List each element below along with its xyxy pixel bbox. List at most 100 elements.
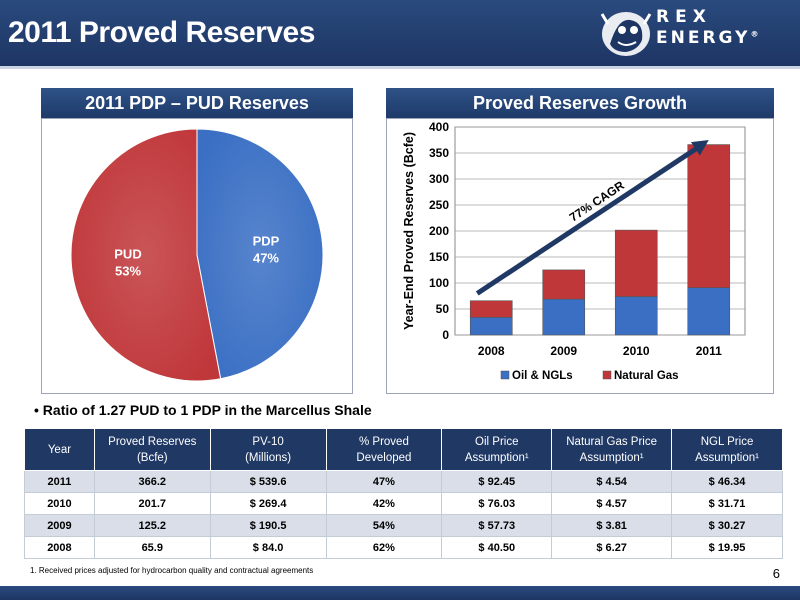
- y-tick-label: 0: [442, 328, 449, 342]
- pie-label-pud: PUD: [114, 247, 141, 262]
- header-line: Assumption¹: [464, 451, 529, 464]
- table-cell: 2010: [24, 492, 95, 515]
- cagr-arrow-head: [690, 140, 709, 156]
- table-cell: $ 4.57: [551, 492, 673, 515]
- header-line: % Proved: [358, 435, 409, 448]
- rex-mascot-icon: [600, 12, 652, 56]
- pie-chart: PDP 47% PUD 53%: [70, 128, 324, 382]
- y-tick-label: 200: [429, 224, 449, 238]
- slide-header: 2011 Proved Reserves REX ENERGY®: [0, 0, 800, 66]
- bar-oil-ngls-2011: [687, 287, 731, 336]
- table-row: 2008 65.9 $ 84.0 62% $ 40.50 $ 6.27 $ 19.95: [24, 536, 783, 559]
- legend-label: Oil & NGLs: [512, 370, 573, 382]
- table-cell: $ 30.27: [671, 514, 783, 537]
- table-cell: $ 539.6: [209, 470, 327, 493]
- header-line: (Bcfe): [136, 451, 168, 464]
- table-cell: 54%: [325, 514, 443, 537]
- rex-energy-logo: REX ENERGY®: [598, 4, 794, 62]
- col-header-proved-reserves: Proved Reserves (Bcfe): [93, 428, 211, 471]
- table-cell: 42%: [325, 492, 443, 515]
- table-cell: 125.2: [93, 514, 211, 537]
- col-header-year: Year: [24, 428, 95, 471]
- bar-oil-ngls-2008: [469, 317, 513, 336]
- col-header-proved-developed: % Proved Developed: [325, 428, 443, 471]
- slide-title: 2011 Proved Reserves: [8, 16, 315, 49]
- registered-mark: ®: [750, 29, 759, 39]
- ratio-bullet: • Ratio of 1.27 PUD to 1 PDP in the Marc…: [34, 402, 372, 418]
- pie-slice-pdp: [196, 128, 324, 380]
- table-row: 2009 125.2 $ 190.5 54% $ 57.73 $ 3.81 $ 30.27: [24, 514, 783, 537]
- x-tick-label: 2010: [623, 344, 650, 358]
- header-line: NGL Price: [700, 435, 754, 448]
- table-cell: $ 3.81: [551, 514, 673, 537]
- bar-panel-title: Proved Reserves Growth: [386, 88, 774, 118]
- table-cell: $ 269.4: [209, 492, 327, 515]
- header-line: Assumption¹: [695, 451, 759, 464]
- table-cell: $ 46.34: [671, 470, 783, 493]
- table-cell: $ 84.0: [209, 536, 327, 559]
- table-cell: 62%: [325, 536, 443, 559]
- y-tick-label: 100: [429, 276, 449, 290]
- table-cell: $ 76.03: [441, 492, 553, 515]
- logo-line-2: ENERGY®: [656, 28, 758, 48]
- logo-line-2-text: ENERGY: [656, 28, 751, 48]
- slide-footer: [0, 586, 800, 600]
- bar-oil-ngls-2010: [614, 296, 658, 336]
- table-cell: $ 19.95: [671, 536, 783, 559]
- y-axis-label: Year-End Proved Reserves (Bcfe): [402, 132, 416, 330]
- header-line: Assumption¹: [579, 451, 644, 464]
- header-line: PV-10: [252, 435, 284, 448]
- table-cell: 2008: [24, 536, 95, 559]
- legend-swatch: [500, 370, 510, 380]
- table-cell: $ 92.45: [441, 470, 553, 493]
- table-cell: 65.9: [93, 536, 211, 559]
- footnote: 1. Received prices adjusted for hydrocar…: [30, 566, 314, 575]
- bar-chart: 0 50 100 150 200 250 300 350 400 Year-End Proved …: [402, 120, 746, 382]
- page-number: 6: [772, 566, 780, 581]
- bar-oil-ngls-2009: [542, 298, 586, 336]
- bar-natural-gas-2010: [614, 229, 658, 297]
- pie-slice-pud: [70, 128, 222, 382]
- header-line: Developed: [356, 451, 412, 464]
- header-line: Natural Gas Price: [566, 435, 658, 448]
- cagr-arrow-shaft: [475, 144, 701, 296]
- table-cell: $ 40.50: [441, 536, 553, 559]
- table-row: 2011 366.2 $ 539.6 47% $ 92.45 $ 4.54 $ 46.34: [24, 470, 783, 493]
- header-line: Oil Price: [475, 435, 519, 448]
- header-divider: [0, 66, 800, 69]
- bar-panel: 0 50 100 150 200 250 300 350 400 Year-End Proved …: [386, 118, 774, 394]
- header-line: (Millions): [245, 451, 292, 464]
- legend-swatch: [602, 370, 612, 380]
- x-tick-label: 2008: [478, 344, 505, 358]
- table-cell: 2011: [24, 470, 95, 493]
- y-tick-label: 250: [429, 198, 449, 212]
- x-tick-label: 2009: [550, 344, 577, 358]
- bar-natural-gas-2008: [469, 300, 513, 318]
- table-cell: $ 4.54: [551, 470, 673, 493]
- header-line: Year: [47, 443, 72, 456]
- logo-line-1: REX: [656, 7, 712, 27]
- pie-value-pdp: 47%: [253, 250, 279, 265]
- legend-label: Natural Gas: [614, 370, 679, 382]
- col-header-oil-price: Oil Price Assumption¹: [441, 428, 553, 471]
- col-header-pv10: PV-10 (Millions): [209, 428, 327, 471]
- pie-label-pdp: PDP: [253, 233, 280, 248]
- y-tick-label: 400: [429, 120, 449, 134]
- table-header-row: Year Proved Reserves (Bcfe) PV-10 (Million…: [24, 428, 783, 471]
- table-body: 2011 366.2 $ 539.6 47% $ 92.45 $ 4.54 $ 46.34 2…: [24, 470, 783, 559]
- pie-panel-title: 2011 PDP – PUD Reserves: [41, 88, 353, 118]
- y-tick-label: 300: [429, 172, 449, 186]
- table-cell: $ 190.5: [209, 514, 327, 537]
- table-cell: $ 31.71: [671, 492, 783, 515]
- reserves-table: Year Proved Reserves (Bcfe) PV-10 (Million…: [24, 428, 783, 559]
- pie-value-pud: 53%: [115, 264, 141, 279]
- x-tick-label: 2011: [696, 344, 722, 358]
- table-cell: 2009: [24, 514, 95, 537]
- table-cell: $ 6.27: [551, 536, 673, 559]
- table-cell: 366.2: [93, 470, 211, 493]
- table-row: 2010 201.7 $ 269.4 42% $ 76.03 $ 4.57 $ 31.71: [24, 492, 783, 515]
- table-cell: $ 57.73: [441, 514, 553, 537]
- y-tick-label: 150: [429, 250, 449, 264]
- y-tick-label: 50: [436, 302, 450, 316]
- col-header-ngl-price: NGL Price Assumption¹: [671, 428, 783, 471]
